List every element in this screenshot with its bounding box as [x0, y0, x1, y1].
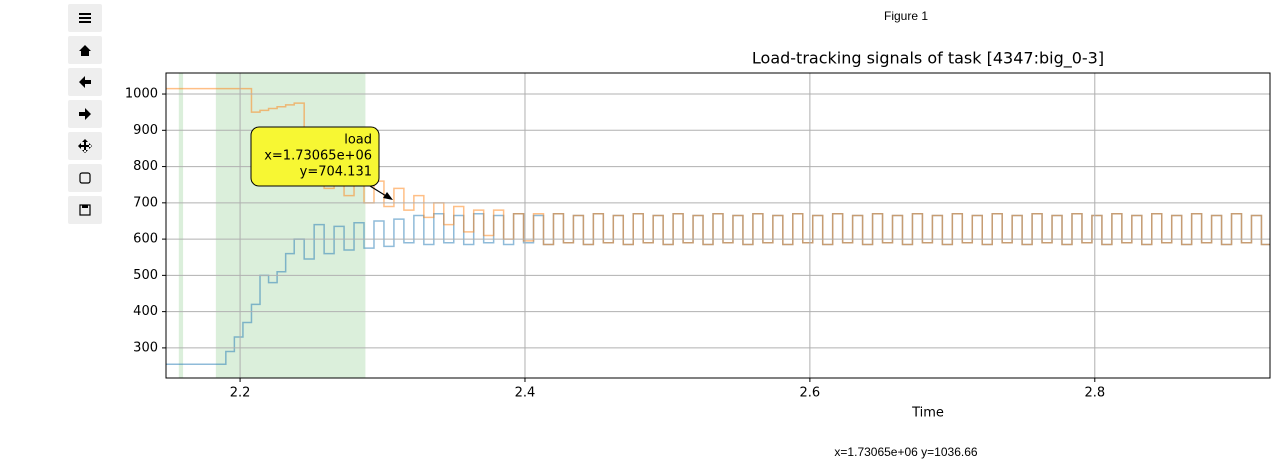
zoom-button[interactable] [68, 164, 102, 192]
y-tick-label: 600 [133, 232, 158, 247]
y-tick-label: 700 [133, 195, 158, 210]
annotation-line: y=704.131 [300, 165, 372, 180]
x-tick-label: 2.4 [515, 386, 536, 401]
y-tick-label: 300 [133, 340, 158, 355]
toolbar [68, 4, 102, 224]
status-bar: x=1.73065e+06 y=1036.66 [834, 445, 977, 459]
plot-area [166, 73, 1270, 378]
y-tick-label: 400 [133, 304, 158, 319]
x-tick-label: 2.8 [1084, 386, 1105, 401]
x-tick-label: 2.6 [800, 386, 821, 401]
back-button[interactable] [68, 68, 102, 96]
y-tick-label: 900 [133, 123, 158, 138]
annotation-line: x=1.73065e+06 [264, 149, 372, 164]
x-tick-label: 2.2 [230, 386, 251, 401]
axes-frame [165, 72, 1271, 379]
pan-button[interactable] [68, 132, 102, 160]
shaded-span [215, 73, 366, 378]
shaded-span [178, 73, 184, 378]
series-line [166, 87, 1270, 246]
forward-button[interactable] [68, 100, 102, 128]
y-tick-label: 800 [133, 159, 158, 174]
annotation-line: load [344, 133, 372, 148]
chart-title: Load-tracking signals of task [4347:big_… [752, 49, 1104, 69]
window-title: Figure 1 [884, 9, 928, 23]
y-tick-label: 1000 [125, 87, 158, 102]
y-tick-label: 500 [133, 268, 158, 283]
home-button[interactable] [68, 36, 102, 64]
menu-button[interactable] [68, 4, 102, 32]
save-button[interactable] [68, 196, 102, 224]
annotation-box [250, 126, 380, 187]
annotation-arrowhead [383, 192, 393, 200]
plot-clip [166, 73, 1270, 378]
x-axis-label: Time [911, 406, 944, 421]
annotation: load x=1.73065e+06 y=704.131 [250, 126, 393, 200]
